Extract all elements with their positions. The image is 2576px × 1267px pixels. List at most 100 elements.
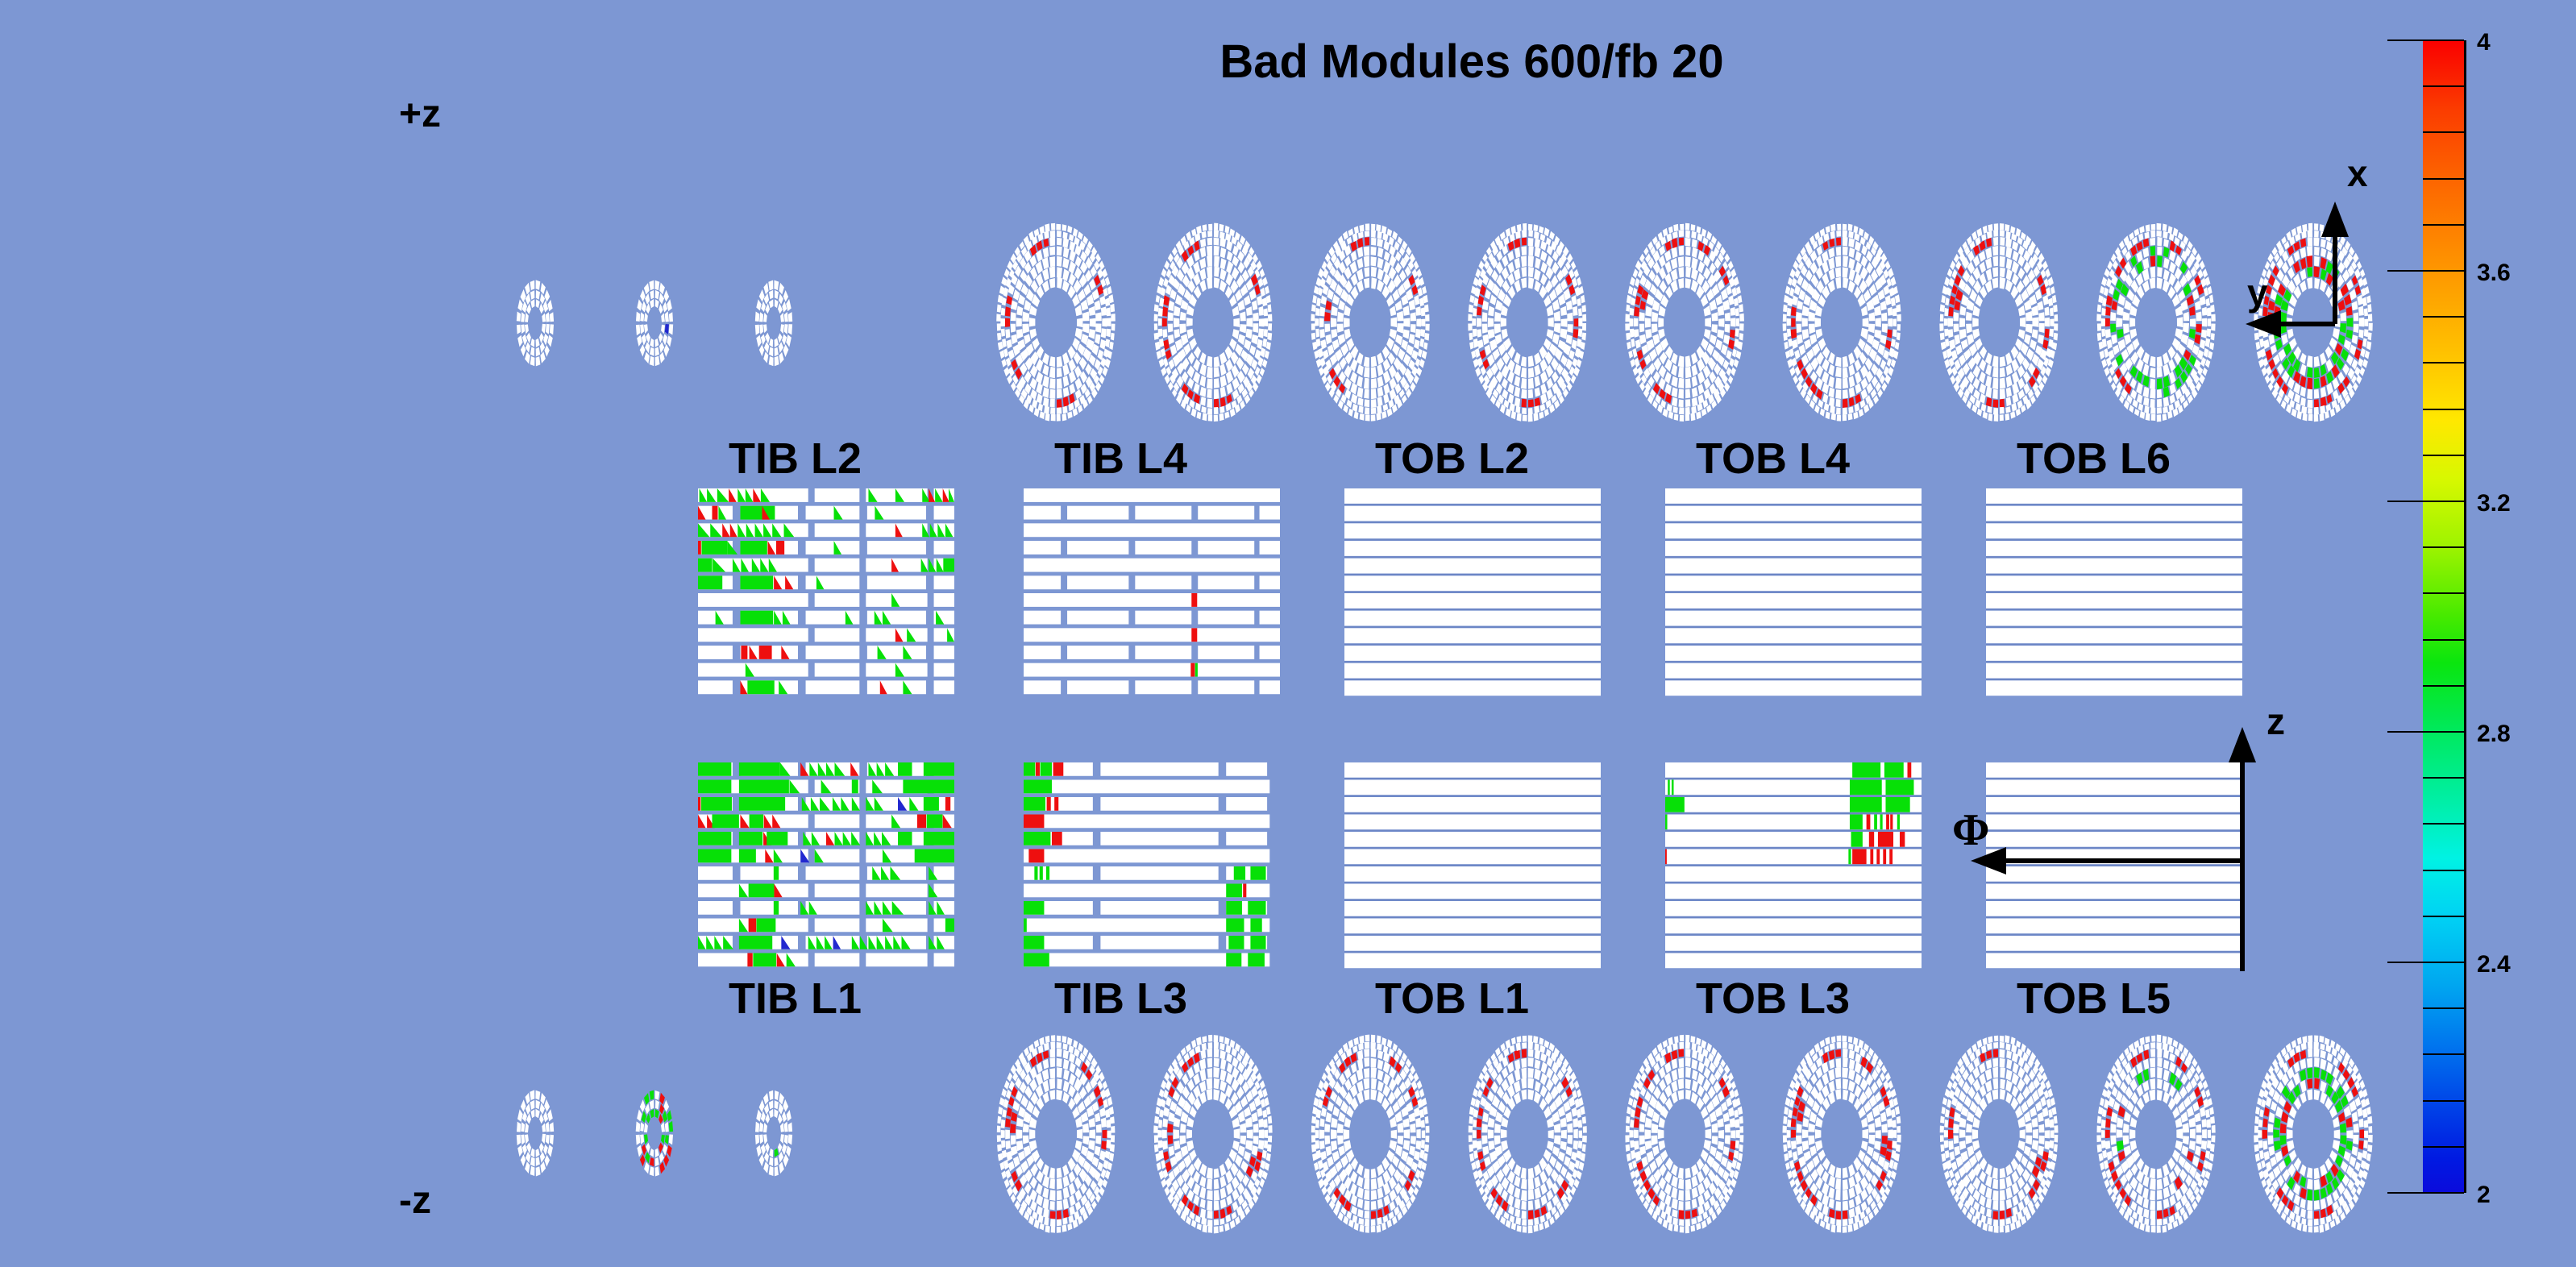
disk-module — [655, 1099, 659, 1110]
disk-module — [1817, 235, 1824, 246]
disk-module — [1099, 375, 1105, 384]
disk-module — [756, 299, 762, 311]
disk-module — [1490, 1187, 1498, 1199]
disk-module — [2012, 1062, 2019, 1074]
disk-module — [1560, 355, 1568, 367]
disk-module — [661, 324, 665, 334]
bad-module — [740, 505, 775, 520]
disk-module — [1108, 1106, 1114, 1115]
disk-module — [1012, 344, 1020, 356]
disk-module — [1245, 328, 1253, 339]
disk-module — [640, 289, 646, 302]
disk-module — [1045, 1035, 1050, 1044]
disk-module — [1039, 226, 1045, 235]
disk-module — [1954, 334, 1960, 346]
disk-module — [1972, 377, 1980, 390]
disk-module — [2300, 363, 2307, 376]
disk-module — [2156, 356, 2163, 368]
disk-module — [1231, 235, 1237, 245]
disk-module — [1848, 1091, 1855, 1104]
disk-module — [1093, 1070, 1100, 1082]
disk-module — [1797, 1086, 1804, 1098]
disk-module — [778, 302, 783, 314]
disk-module — [2033, 1128, 2038, 1139]
disk-module — [2042, 260, 2048, 271]
bad-module — [851, 797, 860, 811]
disk-module — [2289, 399, 2296, 409]
disk-module — [1470, 1097, 1477, 1107]
disk-module — [1835, 377, 1842, 389]
disk-module — [1168, 1111, 1175, 1123]
disk-module — [1253, 253, 1258, 264]
disk-module — [1238, 1111, 1245, 1123]
disk-module — [1647, 1205, 1654, 1216]
disk-module — [1315, 276, 1322, 287]
disk-module — [1528, 1189, 1535, 1200]
disk-module — [1006, 1151, 1012, 1161]
disk-module — [1036, 1170, 1044, 1183]
disk-module — [2336, 274, 2345, 288]
disk-module — [1482, 274, 1490, 286]
disk-module — [1986, 238, 1992, 247]
disk-module — [1024, 334, 1031, 345]
disk-module — [2138, 233, 2144, 242]
bad-module — [1045, 866, 1050, 880]
disk-module — [1637, 1079, 1643, 1090]
disk-module — [1389, 377, 1397, 390]
disk-module — [2300, 268, 2307, 280]
disk-module — [1042, 280, 1049, 293]
disk-module — [2287, 245, 2295, 256]
disk-module — [1868, 235, 1875, 246]
disk-module — [1503, 399, 1510, 409]
disk-module — [2124, 300, 2132, 311]
disk-module — [535, 356, 541, 367]
disk-module — [654, 299, 659, 309]
disk-module — [1181, 1182, 1190, 1195]
disk-module — [1972, 1116, 1980, 1128]
disk-module — [1030, 1056, 1037, 1068]
disk-module — [1260, 287, 1265, 297]
disk-module — [1402, 240, 1408, 251]
disk-module — [1235, 1216, 1240, 1226]
disk-module — [1080, 1194, 1088, 1207]
disk-module — [1671, 352, 1678, 365]
disk-module — [1319, 1140, 1325, 1150]
disk-module — [1812, 1206, 1818, 1216]
disk-module — [1410, 1136, 1416, 1144]
disk-module — [1062, 247, 1070, 259]
disk-module — [639, 1099, 646, 1112]
disk-module — [1240, 311, 1246, 322]
disk-module — [1522, 414, 1527, 422]
disk-module — [1095, 1065, 1102, 1075]
disk-module — [1969, 240, 1976, 251]
disk-module — [1352, 403, 1358, 413]
disk-module — [1410, 324, 1416, 333]
disk-module — [1026, 289, 1034, 302]
disk-module — [1801, 1077, 1808, 1088]
disk-module — [1074, 1048, 1080, 1057]
disk-module — [1168, 300, 1174, 312]
disk-module — [2047, 276, 2054, 287]
bad-module — [763, 523, 772, 538]
disk-module — [2105, 357, 2112, 368]
disk-module — [1883, 1160, 1890, 1172]
disk-module — [2363, 308, 2368, 317]
bad-module — [781, 936, 791, 949]
disk-module — [755, 1121, 760, 1132]
disk-module — [1364, 237, 1369, 246]
disk-module — [1074, 255, 1082, 268]
disk-module — [1237, 334, 1245, 346]
disk-module — [1873, 395, 1879, 405]
disk-module — [1992, 277, 1999, 289]
disk-module — [2195, 253, 2202, 264]
disk-module — [1576, 1150, 1582, 1160]
disk-module — [1824, 1045, 1830, 1053]
disk-module — [1702, 399, 1709, 409]
disk-module — [1363, 277, 1370, 289]
bad-module — [1668, 779, 1670, 796]
disk-module — [2270, 344, 2277, 355]
disk-module — [2341, 348, 2349, 362]
disk-module — [1701, 1040, 1707, 1049]
disk-module — [1842, 1067, 1848, 1078]
bad-module — [800, 849, 810, 863]
